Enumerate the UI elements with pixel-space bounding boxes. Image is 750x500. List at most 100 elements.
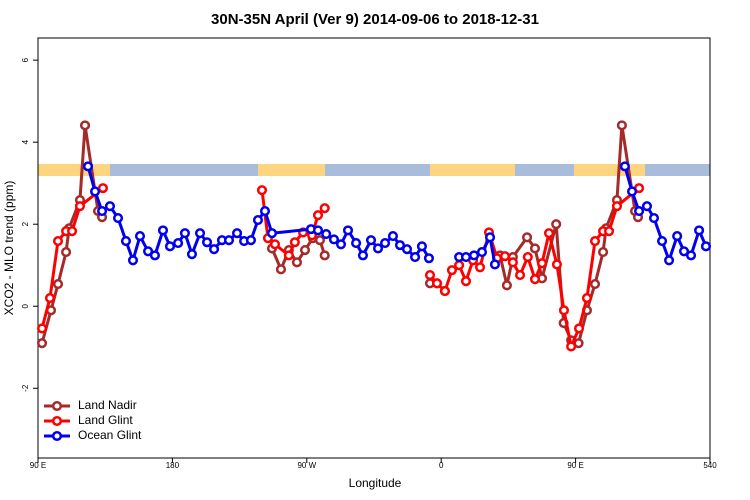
data-point <box>97 206 108 217</box>
data-point <box>44 292 55 304</box>
data-point <box>186 249 198 260</box>
data-point <box>529 274 541 285</box>
data-point <box>66 226 78 237</box>
data-point <box>134 231 146 242</box>
data-point <box>328 234 340 245</box>
legend-label: Land Glint <box>78 413 133 427</box>
data-point <box>501 280 512 291</box>
data-point <box>604 226 615 237</box>
data-point <box>164 241 176 252</box>
legend-label: Land Nadir <box>78 398 137 412</box>
data-point <box>474 262 486 273</box>
x-tick-label: 90 E <box>30 461 46 470</box>
data-point <box>223 235 235 246</box>
data-point <box>678 246 690 257</box>
data-point <box>319 203 330 214</box>
land-band <box>38 164 110 176</box>
data-point <box>256 185 268 196</box>
data-point <box>634 206 645 217</box>
legend-marker <box>51 400 63 412</box>
data-point <box>74 201 86 212</box>
data-point <box>127 255 139 266</box>
data-point <box>446 265 458 276</box>
y-axis-label: XCO2 - MLO trend (ppm) <box>2 181 16 316</box>
data-point <box>312 225 324 236</box>
data-point <box>266 228 278 239</box>
data-point <box>566 341 577 352</box>
data-point <box>558 305 570 316</box>
data-point <box>179 228 190 239</box>
y-tick-label: 6 <box>21 57 30 62</box>
data-point <box>289 237 300 248</box>
y-tick-label: 2 <box>21 221 30 226</box>
data-point <box>269 239 281 250</box>
data-point <box>89 186 101 197</box>
data-point <box>529 243 541 254</box>
data-point <box>112 213 124 224</box>
data-point <box>372 243 384 254</box>
data-point <box>431 278 443 289</box>
data-point <box>245 235 256 246</box>
data-point <box>507 257 518 268</box>
data-point <box>209 244 220 255</box>
x-tick-label: 90 E <box>567 461 583 470</box>
data-point <box>232 228 243 239</box>
data-point <box>52 279 64 290</box>
data-point <box>589 279 601 290</box>
data-point <box>700 241 712 252</box>
data-point <box>36 338 48 349</box>
data-point <box>522 232 533 243</box>
data-point <box>357 250 368 261</box>
x-axis-label: Longitude <box>349 476 402 490</box>
data-point <box>79 120 91 131</box>
x-tick-label: 0 <box>439 461 444 470</box>
data-point <box>551 219 562 230</box>
data-point <box>598 247 609 258</box>
data-point <box>460 251 472 263</box>
data-point <box>351 238 362 249</box>
data-point <box>201 237 213 248</box>
y-tick-label: -2 <box>21 384 30 392</box>
data-point <box>36 323 48 334</box>
data-point <box>321 229 332 240</box>
data-point <box>581 292 592 304</box>
data-point <box>173 238 184 249</box>
data-point <box>626 186 638 197</box>
data-point <box>120 235 132 247</box>
land-band <box>574 164 645 176</box>
data-point <box>514 270 526 281</box>
data-point <box>194 228 206 239</box>
data-point <box>259 206 271 217</box>
data-point <box>394 240 406 251</box>
data-point <box>484 232 496 243</box>
data-point <box>439 286 450 297</box>
land-band <box>430 164 515 176</box>
data-point <box>82 161 94 172</box>
data-point <box>672 231 683 242</box>
data-point <box>143 246 154 257</box>
data-point <box>401 244 413 255</box>
data-point <box>423 253 435 264</box>
data-point <box>641 201 653 212</box>
data-point <box>454 260 465 271</box>
data-point <box>573 323 585 334</box>
data-point <box>275 264 287 275</box>
data-point <box>157 225 169 236</box>
y-tick-label: 4 <box>21 139 30 144</box>
data-point <box>685 250 697 261</box>
data-point <box>104 201 116 212</box>
data-point <box>589 235 601 247</box>
data-point <box>664 255 675 266</box>
data-point <box>312 210 324 221</box>
data-point <box>291 257 302 268</box>
data-point <box>416 241 427 252</box>
land-mask-band <box>38 164 710 176</box>
legend-label: Ocean Glint <box>78 428 142 442</box>
data-point <box>283 250 294 261</box>
data-point <box>314 235 325 246</box>
data-point <box>299 245 311 256</box>
data-point <box>657 235 668 247</box>
x-tick-label: 180 <box>166 461 180 470</box>
chart-title: 30N-35N April (Ver 9) 2014-09-06 to 2018… <box>211 11 539 28</box>
